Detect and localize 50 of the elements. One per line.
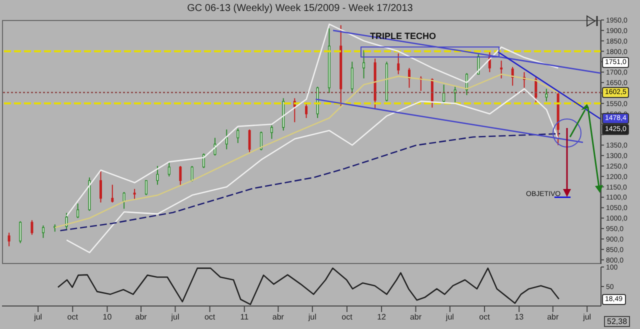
candlestick (500, 60, 503, 79)
x-tick-label: oct (342, 312, 354, 322)
candlestick (362, 50, 366, 79)
x-tick-label: abr (547, 312, 560, 322)
text: 52,38 (604, 316, 630, 327)
candlestick (202, 152, 205, 169)
candlestick (225, 128, 228, 150)
candlestick (305, 102, 308, 119)
candlestick (511, 66, 514, 86)
line-series (54, 74, 559, 228)
x-tick-label: abr (410, 312, 422, 322)
candlestick (99, 170, 102, 203)
candlestick (144, 180, 148, 196)
candlestick (122, 192, 126, 210)
candlestick (168, 162, 170, 177)
candlestick (408, 67, 410, 88)
candlestick (111, 184, 114, 203)
candlestick (430, 78, 434, 108)
x-tick-label: jul (33, 312, 42, 322)
candlestick (42, 224, 44, 238)
candlestick (190, 165, 194, 182)
candlestick (397, 52, 400, 75)
candlestick (8, 232, 10, 247)
candlestick (260, 131, 262, 151)
x-tick-label: 11 (240, 312, 250, 322)
x-tick-label: oct (204, 312, 216, 322)
annotation: TRIPLE TECHO (370, 31, 436, 41)
candlestick (270, 124, 273, 140)
candlestick (236, 128, 240, 144)
candlestick (156, 165, 159, 186)
x-tick-label: 12 (377, 312, 387, 322)
x-tick-label: abr (272, 312, 284, 322)
x-tick-label: jul (582, 312, 592, 322)
candlestick (19, 220, 22, 244)
candlestick (248, 128, 251, 154)
candlestick (133, 188, 136, 200)
x-tick-label: jul (170, 312, 180, 322)
candlestick (179, 165, 182, 186)
x-tick-label: jul (307, 312, 317, 322)
x-tick-label: 13 (514, 312, 524, 322)
x-tick-label: jul (444, 312, 454, 322)
line-series (57, 268, 560, 306)
x-tick-label: abr (135, 312, 148, 322)
candlestick (30, 220, 34, 236)
candlestick (545, 88, 548, 102)
x-tick-label: oct (479, 312, 491, 322)
x-tick-label: oct (67, 312, 79, 322)
chart-title: GC 06-13 (Weekly) Week 15/2009 - Week 17/2013 (186, 3, 414, 14)
candlestick (350, 61, 354, 94)
x-tick-label: 10 (102, 312, 112, 322)
